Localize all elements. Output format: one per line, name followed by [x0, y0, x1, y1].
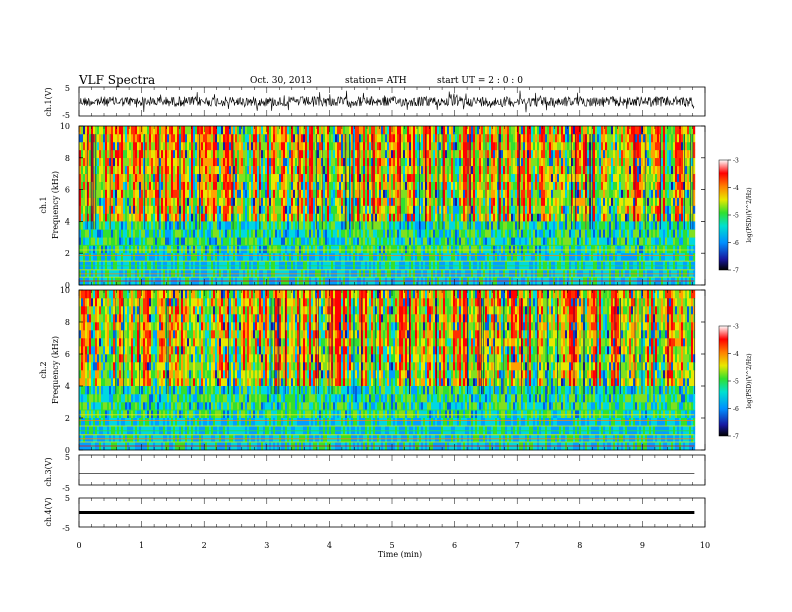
time-tick-label: 4: [327, 541, 332, 550]
cb2-ticks-tick-label: -3: [733, 324, 739, 331]
cb2-ticks-tick-label: -7: [733, 434, 739, 441]
time-axis-label: Time (min): [378, 550, 422, 559]
time-tick-label: 9: [640, 541, 645, 550]
time-tick-label: 7: [515, 541, 520, 550]
spec1-ytick-label: 2: [65, 249, 70, 258]
ch1-ytick-top: 5: [65, 84, 70, 93]
cb1-ticks-tick-label: -3: [733, 158, 739, 165]
spec1-ytick-label: 6: [65, 186, 70, 195]
spec1-ytick-label: 8: [65, 154, 70, 163]
spec1-ytick-label: 10: [60, 122, 70, 131]
spec2-ytick-label: 2: [65, 414, 70, 423]
ch3-ytick-bottom: -5: [62, 484, 70, 493]
start-time-label: start UT = 2 : 0 : 0: [437, 76, 523, 86]
ch4-ytick-bottom: -5: [62, 524, 70, 533]
ch2-colorbar: -3 -4 -5 -6 -7 log(PSD)(V^2/Hz): [718, 324, 753, 441]
ch1-waveform-ylabel: ch.1(V): [44, 87, 53, 116]
ch2-colorbar-scale: [718, 325, 729, 437]
cb2-ticks-tick-label: -4: [733, 351, 739, 358]
time-tick-label: 3: [264, 541, 269, 550]
time-tick-label: 2: [202, 541, 207, 550]
ch1-waveform-panel: 5 -5 ch.1(V): [44, 84, 706, 120]
time-tick-label: 8: [577, 541, 582, 550]
time-tick-label: 5: [389, 541, 394, 550]
cb1-ticks-tick-label: -5: [733, 213, 739, 220]
spec1-ytick-label: 4: [65, 217, 70, 226]
spec2-ytick-label: 4: [65, 382, 70, 391]
ch1-colorbar: -3 -4 -5 -6 -7 log(PSD)(V^2/Hz): [718, 158, 753, 275]
ch2-spectrogram-image: [79, 290, 696, 451]
time-tick-label: 10: [700, 541, 710, 550]
ch1-colorbar-label: log(PSD)(V^2/Hz): [746, 187, 753, 242]
cb1-ticks-tick-label: -6: [733, 240, 739, 247]
ch3-waveform-panel: 5 ch.3(V): [44, 453, 706, 487]
figure-title: VLF Spectra: [78, 73, 155, 87]
cb2-ticks-tick-label: -5: [733, 379, 739, 386]
ch3-ytick-top: 5: [65, 453, 70, 462]
cb2-ticks-tick-label: -6: [733, 406, 739, 413]
date-label: Oct. 30, 2013: [250, 76, 312, 86]
ch1-frequency-axis-label: Frequency (kHz): [51, 171, 60, 239]
spec2-ytick-label: 6: [65, 350, 70, 359]
spec2-ytick-label: 8: [65, 318, 70, 327]
spec2-ytick-label: 0: [65, 446, 70, 455]
ch1-ytick-bottom: -5: [62, 111, 70, 120]
ch1-spectrogram-image: [79, 126, 696, 286]
time-axis-tick-labels: 0 1 2 3 4 5 6 7 8 9 10: [76, 541, 710, 550]
time-tick-label: 6: [452, 541, 457, 550]
ch1-spectrogram-panel: 0 2 4 6 8 10 ch.1 Frequency (kHz): [39, 122, 706, 290]
ch2-spectrogram-panel: 0 2 4 6 8 10 ch.2 Frequency (kHz): [39, 286, 706, 455]
time-tick-label: 1: [139, 541, 144, 550]
time-axis-ticks: [78, 87, 706, 527]
spec1-ytick-label: 0: [65, 281, 70, 290]
cb1-ticks-tick-label: -4: [733, 185, 739, 192]
station-label: station= ATH: [345, 76, 407, 86]
ch4-ytick-top: 5: [65, 494, 70, 503]
ch1-spectrogram-ylabel: ch.1: [39, 196, 48, 213]
ch2-spectrogram-ylabel: ch.2: [39, 361, 48, 378]
ch3-waveform-ylabel: ch.3(V): [44, 457, 53, 486]
spec2-ytick-label: 10: [60, 286, 70, 295]
ch4-waveform-ylabel: ch.4(V): [44, 497, 53, 526]
time-tick-label: 0: [76, 541, 81, 550]
ch4-waveform-panel: -5 5 -5 ch.4(V): [44, 484, 706, 533]
ch2-frequency-axis-label: Frequency (kHz): [51, 336, 60, 404]
ch2-colorbar-label: log(PSD)(V^2/Hz): [746, 353, 753, 408]
ch1-colorbar-scale: [718, 159, 729, 271]
ch1-waveform-series: [78, 90, 695, 113]
cb1-ticks-tick-label: -7: [733, 268, 739, 275]
